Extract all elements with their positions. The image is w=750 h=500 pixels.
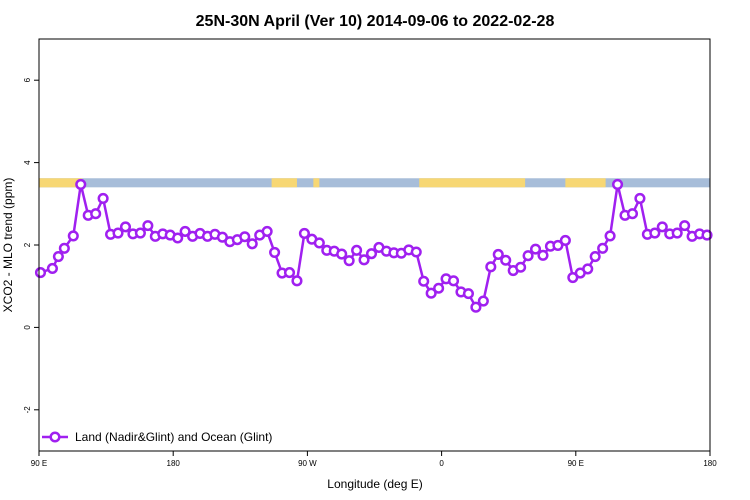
data-point [485,261,497,273]
data-point [239,231,251,243]
data-point [552,239,564,251]
data-point [649,227,661,239]
ocean-band [39,178,710,188]
data-point [119,221,132,233]
legend: Land (Nadir&Glint) and Ocean (Glint) [42,430,272,444]
data-point [134,227,146,239]
data-point [142,220,154,232]
data-point [447,275,460,287]
chart-title: 25N-30N April (Ver 10) 2014-09-06 to 202… [196,13,555,30]
data-point [425,287,437,299]
y-axis-title: XCO2 - MLO trend (ppm) [1,178,15,313]
x-axis-title: Longitude (deg E) [327,477,422,491]
data-point [500,254,512,266]
data-point [365,248,378,260]
data-point [470,301,482,313]
legend-marker [49,431,61,443]
data-point [559,234,571,247]
data-point [313,237,325,249]
data-point [671,227,683,239]
data-point [179,225,191,237]
data-point [537,249,549,261]
data-point [462,288,474,300]
y-tick-label: 4 [23,160,32,165]
land-segment [39,178,83,188]
data-point [336,248,348,260]
data-point [46,262,58,275]
land-segment [419,178,526,188]
series-layer [34,178,713,313]
data-point [97,192,109,204]
data-point [112,227,124,239]
data-point [283,267,296,279]
data-point [492,248,504,261]
land-segment [313,178,320,188]
legend-label: Land (Nadir&Glint) and Ocean (Glint) [75,430,272,444]
data-point [90,208,102,220]
data-point [634,192,646,204]
land-segment [271,178,297,188]
data-point [589,250,601,263]
data-point [612,178,624,190]
data-point [418,275,430,287]
data-point [52,250,64,263]
surface-band [39,178,710,188]
data-point [343,255,355,267]
land-segment [565,178,606,188]
x-tick-label: 90 E [31,459,47,468]
data-point [477,295,489,307]
data-point [351,244,363,256]
data-point [58,242,70,254]
data-point [582,263,594,275]
data-point [597,242,609,254]
y-tick-label: -2 [23,406,32,414]
data-point [701,229,713,241]
data-point [172,232,184,244]
data-point [358,254,370,266]
y-tick-label: 6 [23,77,32,82]
data-point [34,267,47,279]
x-tick-label: 180 [167,459,181,468]
data-point [626,208,639,220]
x-axis: 90 E 180 90 W 0 90 E 180 [31,451,717,468]
plot-frame [38,38,711,452]
y-axis: -2 0 2 4 6 [23,77,39,413]
data-point [433,282,445,294]
data-point [679,220,691,232]
data-point [269,246,281,258]
x-tick-label: 90 E [568,459,584,468]
data-point [604,230,616,242]
y-tick-label: 0 [23,325,32,330]
data-point [656,221,668,233]
data-point [75,178,87,190]
data-point [522,250,534,262]
data-point [291,275,303,287]
data-point [410,246,422,258]
data-point [298,227,310,240]
x-tick-label: 90 W [298,459,317,468]
data-point [529,243,542,255]
data-point [515,261,527,273]
data-point [246,238,258,250]
x-tick-label: 180 [703,459,717,468]
data-point [261,225,273,237]
y-tick-label: 2 [23,242,32,247]
x-tick-label: 0 [439,459,444,468]
data-point [67,230,79,242]
